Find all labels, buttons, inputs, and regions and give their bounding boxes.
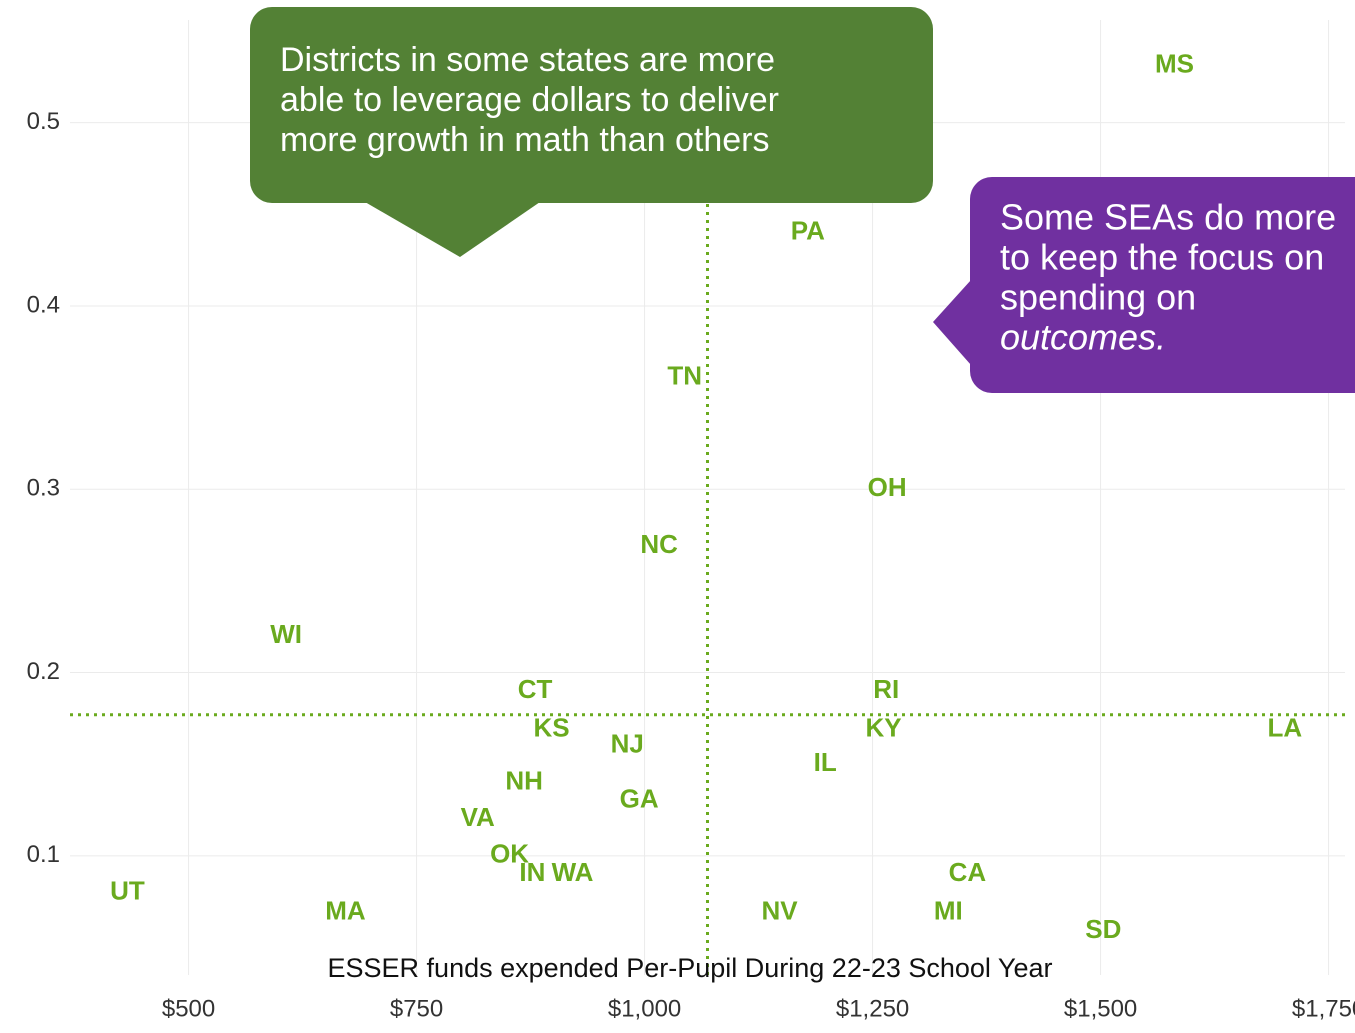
callout-text: to keep the focus on bbox=[1000, 237, 1324, 278]
y-tick-label: 0.3 bbox=[27, 475, 60, 502]
y-tick-label: 0.1 bbox=[27, 841, 60, 868]
point-label: NV bbox=[761, 896, 798, 926]
point-label: LA bbox=[1267, 712, 1302, 742]
point-label: KY bbox=[865, 712, 901, 742]
point-label: IL bbox=[814, 747, 837, 777]
point-label: OH bbox=[868, 472, 907, 502]
callout-text: Districts in some states are more bbox=[280, 41, 775, 79]
x-tick-label: $500 bbox=[162, 995, 215, 1022]
point-label: WI bbox=[270, 619, 302, 649]
point-label: NH bbox=[505, 765, 543, 795]
x-axis-title: ESSER funds expended Per-Pupil During 22… bbox=[328, 953, 1053, 983]
callout-green: Districts in some states are more able t… bbox=[250, 7, 933, 257]
point-label: UT bbox=[110, 875, 145, 905]
y-tick-label: 0.5 bbox=[27, 108, 60, 135]
callout-box bbox=[970, 177, 1355, 393]
callout-pointer bbox=[933, 280, 971, 365]
point-label: PA bbox=[791, 216, 825, 246]
point-label: SD bbox=[1085, 914, 1121, 944]
point-label: RI bbox=[873, 674, 899, 704]
point-label: CT bbox=[518, 674, 553, 704]
x-tick-label: $1,000 bbox=[608, 995, 681, 1022]
callout-text: outcomes. bbox=[1000, 317, 1166, 358]
callout-pointer bbox=[365, 202, 540, 257]
point-label: TN bbox=[667, 360, 702, 390]
y-tick-label: 0.2 bbox=[27, 658, 60, 685]
point-label: NJ bbox=[611, 729, 644, 759]
x-tick-label: $1,750 bbox=[1292, 995, 1355, 1022]
callout-box bbox=[250, 7, 933, 203]
point-label: KS bbox=[533, 712, 569, 742]
x-tick-label: $750 bbox=[390, 995, 443, 1022]
point-label: CA bbox=[949, 857, 987, 887]
point-label: MI bbox=[934, 896, 963, 926]
point-label: WA bbox=[552, 857, 594, 887]
point-label: OK bbox=[490, 839, 529, 869]
point-label: MS bbox=[1155, 49, 1194, 79]
x-tick-label: $1,500 bbox=[1064, 995, 1137, 1022]
point-label: MA bbox=[325, 896, 366, 926]
callout-text: more growth in math than others bbox=[280, 121, 769, 159]
x-tick-label: $1,250 bbox=[836, 995, 909, 1022]
y-tick-label: 0.4 bbox=[27, 291, 60, 318]
callout-text: able to leverage dollars to deliver bbox=[280, 81, 779, 119]
grid: 0.1 0.2 0.3 0.4 0.5 $500 $750 $1,000 $1,250 $1,50… bbox=[27, 20, 1355, 1022]
point-label: GA bbox=[620, 784, 659, 814]
point-label: VA bbox=[461, 802, 495, 832]
callout-text: spending on bbox=[1000, 277, 1196, 318]
point-label: NC bbox=[640, 529, 678, 559]
callout-text: Some SEAs do more bbox=[1000, 197, 1336, 238]
point-label: IN bbox=[519, 857, 545, 887]
callout-purple: Some SEAs do more to keep the focus on s… bbox=[933, 177, 1355, 393]
